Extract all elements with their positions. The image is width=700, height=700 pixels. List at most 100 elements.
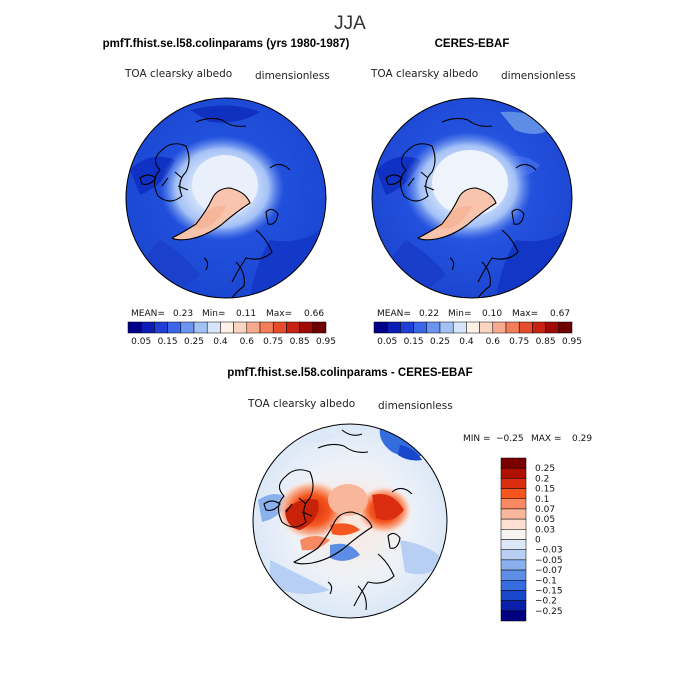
cbar-obs-label-5: 0.75 <box>509 337 529 347</box>
cbar-obs-label-1: 0.15 <box>404 337 424 347</box>
panel-diff-units: dimensionless <box>378 400 453 412</box>
cbar-model-label-7: 0.95 <box>316 337 336 347</box>
panel-obs-coastlines <box>385 117 537 299</box>
cbar-diff-swatch-14 <box>500 600 527 612</box>
cbar-diff-label-4: 0.07 <box>535 505 555 515</box>
cbar-obs-swatch-10 <box>505 321 520 334</box>
panel-model-variable: TOA clearsky albedo <box>124 68 232 80</box>
cbar-obs-swatch-11 <box>518 321 533 334</box>
cbar-obs-label-7: 0.95 <box>562 337 582 347</box>
cbar-model-swatch-5 <box>193 321 208 334</box>
panel-obs-map-border <box>371 97 573 299</box>
panel-diff-title: pmfT.fhist.se.l58.colinparams - CERES-EB… <box>227 367 472 379</box>
cbar-diff-swatch-1 <box>500 467 527 479</box>
panel-diff-colorbar: 0.250.20.150.10.070.050.030−0.03−0.05−0.… <box>500 457 563 622</box>
panel-model-coastlines <box>139 117 291 299</box>
cbar-diff-swatch-0 <box>500 457 527 469</box>
cbar-diff-label-12: −0.15 <box>535 586 563 596</box>
cbar-diff-swatch-15 <box>500 610 527 622</box>
cbar-diff-label-1: 0.2 <box>535 474 549 484</box>
cbar-diff-swatch-6 <box>500 518 527 530</box>
cbar-diff-label-8: −0.03 <box>535 546 563 556</box>
cbar-obs-swatch-6 <box>452 321 467 334</box>
panel-diff-max: 0.29 <box>572 434 592 444</box>
cbar-diff-label-2: 0.15 <box>535 485 555 495</box>
panel-model-min: 0.11 <box>236 309 256 319</box>
panel-diff-min-label: MIN = <box>463 434 491 444</box>
cbar-model-swatch-12 <box>286 321 300 334</box>
cbar-diff-swatch-10 <box>500 559 527 571</box>
panel-model-map <box>126 98 326 298</box>
cbar-model-label-2: 0.25 <box>184 337 204 347</box>
cbar-obs-swatch-1 <box>386 321 401 334</box>
panel-obs-min-label: Min= <box>448 309 472 319</box>
cbar-diff-swatch-9 <box>500 549 527 561</box>
panel-obs-colorbar: 0.05 0.15 0.25 0.4 0.6 0.75 0.85 0.95 <box>373 321 582 347</box>
panel-model-units: dimensionless <box>255 70 330 82</box>
cbar-obs-swatch-0 <box>373 321 388 334</box>
cbar-diff-label-7: 0 <box>535 536 541 546</box>
panel-obs-max: 0.67 <box>550 309 570 319</box>
cbar-diff-swatch-11 <box>500 569 527 581</box>
cbar-model-label-6: 0.85 <box>290 337 310 347</box>
cbar-diff-label-9: −0.05 <box>535 556 563 566</box>
figure-title: JJA <box>334 13 366 34</box>
cbar-model-swatch-7 <box>220 321 234 334</box>
panel-diff-variable: TOA clearsky albedo <box>247 398 355 410</box>
cbar-model-swatch-14 <box>312 321 327 334</box>
cbar-model-label-3: 0.4 <box>213 337 228 347</box>
panel-obs-units: dimensionless <box>501 70 576 82</box>
panel-diff-map-border <box>252 423 448 619</box>
cbar-model-label-4: 0.6 <box>240 337 255 347</box>
panel-model-max: 0.66 <box>304 309 324 319</box>
cbar-diff-label-6: 0.03 <box>535 525 555 535</box>
cbar-model-swatch-4 <box>180 321 195 334</box>
cbar-obs-label-6: 0.85 <box>536 337 556 347</box>
panel-model-title: pmfT.fhist.se.l58.colinparams (yrs 1980-… <box>103 38 350 50</box>
panel-obs-max-label: Max= <box>512 309 538 319</box>
cbar-model-swatch-10 <box>259 321 274 334</box>
panel-diff: pmfT.fhist.se.l58.colinparams - CERES-EB… <box>227 367 592 622</box>
panel-model-mean: 0.23 <box>173 309 193 319</box>
cbar-model-swatch-11 <box>272 321 287 334</box>
cbar-diff-swatch-12 <box>500 580 527 591</box>
cbar-obs-swatch-9 <box>492 321 507 334</box>
cbar-model-swatch-2 <box>154 321 168 334</box>
panel-model: pmfT.fhist.se.l58.colinparams (yrs 1980-… <box>103 38 350 347</box>
cbar-model-label-5: 0.75 <box>263 337 283 347</box>
cbar-obs-label-4: 0.6 <box>486 337 501 347</box>
cbar-diff-swatch-8 <box>500 539 527 550</box>
cbar-model-swatch-1 <box>140 321 155 334</box>
panel-obs-map <box>372 98 572 298</box>
cbar-model-swatch-13 <box>299 321 314 334</box>
cbar-diff-swatch-7 <box>500 529 527 540</box>
panel-model-min-label: Min= <box>202 309 226 319</box>
cbar-obs-swatch-12 <box>532 321 546 334</box>
panel-diff-coastlines <box>263 429 413 611</box>
cbar-diff-swatch-3 <box>500 488 527 499</box>
cbar-diff-label-13: −0.2 <box>535 597 557 607</box>
cbar-obs-swatch-3 <box>413 321 428 334</box>
cbar-model-label-1: 0.15 <box>158 337 178 347</box>
panel-model-colorbar: 0.05 0.15 0.25 0.4 0.6 0.75 0.85 0.95 <box>127 321 336 347</box>
cbar-obs-swatch-5 <box>439 321 454 334</box>
cbar-obs-swatch-2 <box>400 321 414 334</box>
cbar-obs-swatch-13 <box>545 321 560 334</box>
panel-obs-mean: 0.22 <box>419 309 439 319</box>
cbar-diff-swatch-5 <box>500 508 527 520</box>
panel-obs-mean-label: MEAN= <box>377 309 411 319</box>
cbar-obs-label-3: 0.4 <box>459 337 474 347</box>
cbar-model-swatch-6 <box>206 321 221 334</box>
cbar-diff-swatch-13 <box>500 590 527 601</box>
cbar-obs-swatch-8 <box>479 321 494 334</box>
panel-diff-min: −0.25 <box>496 434 524 444</box>
panel-model-max-label: Max= <box>266 309 292 319</box>
panel-obs-title: CERES-EBAF <box>435 38 510 50</box>
cbar-obs-swatch-14 <box>558 321 573 334</box>
panel-model-map-border <box>125 97 327 299</box>
panel-obs-min: 0.10 <box>482 309 502 319</box>
cbar-diff-label-14: −0.25 <box>535 607 563 617</box>
panel-diff-max-label: MAX = <box>531 434 562 444</box>
